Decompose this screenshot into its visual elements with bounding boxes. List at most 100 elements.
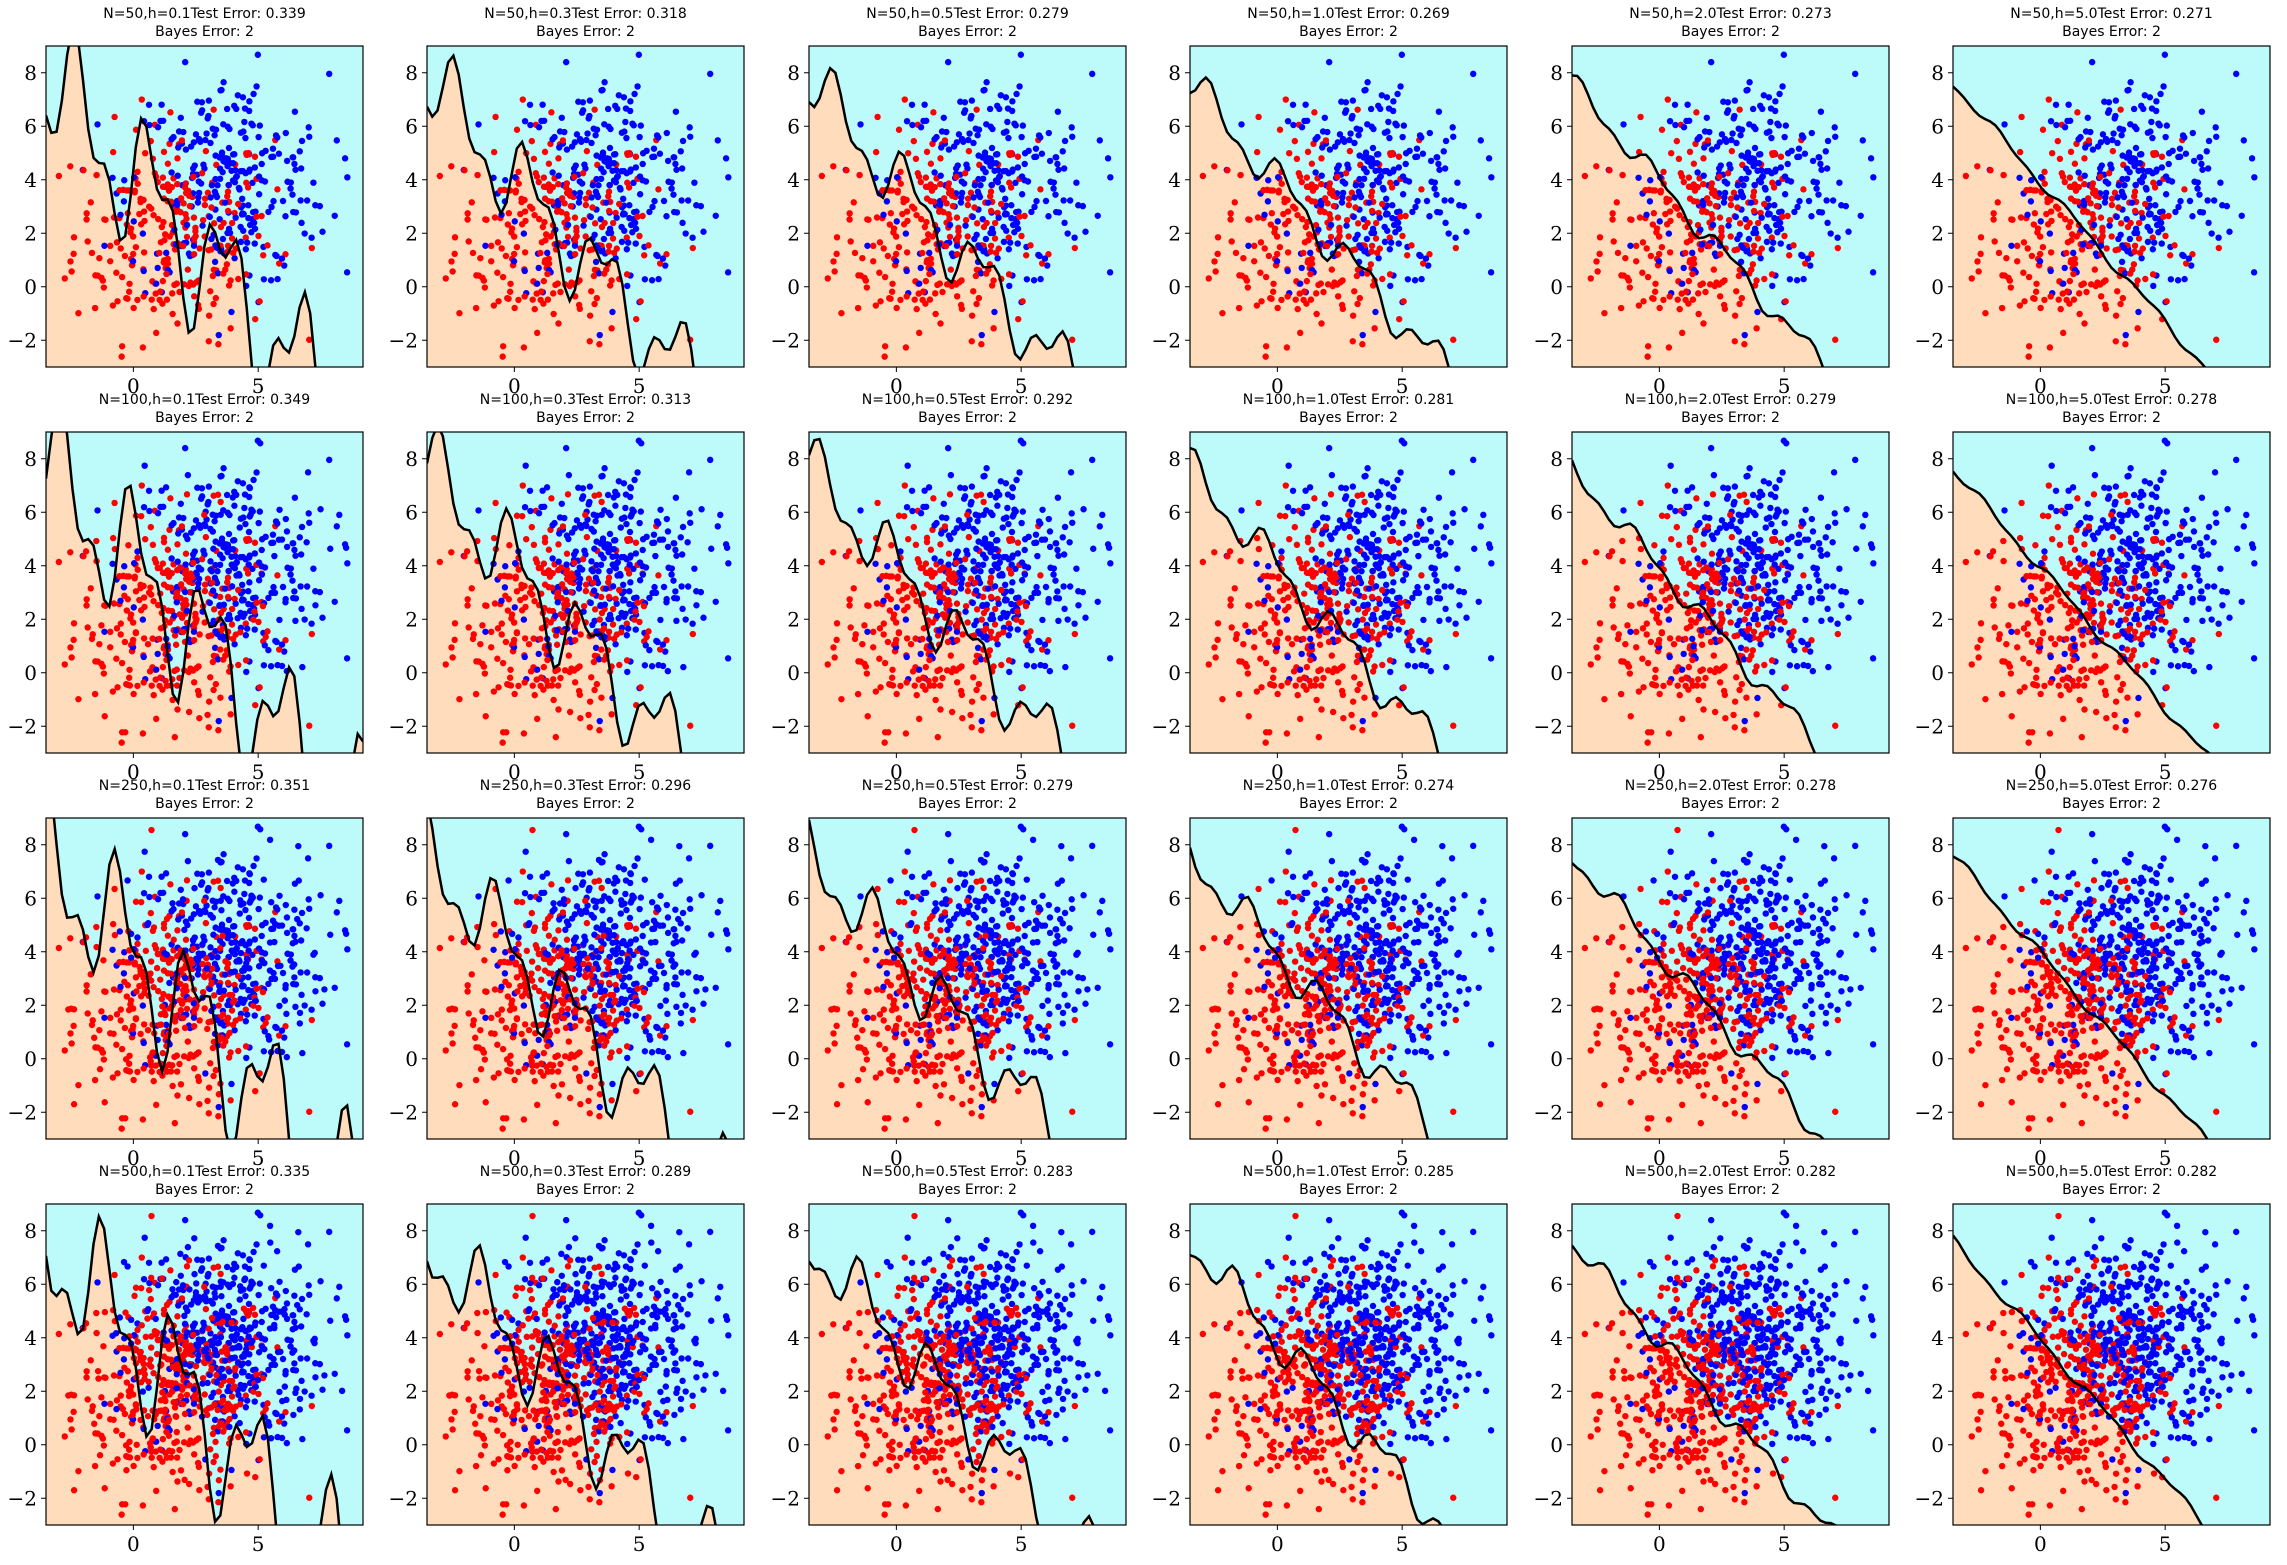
point-class0 [182, 570, 188, 576]
point-class0 [931, 198, 937, 204]
point-class0 [465, 238, 471, 244]
point-class1 [638, 508, 644, 514]
point-class1 [628, 485, 634, 491]
point-class0 [126, 281, 132, 287]
point-class1 [1761, 92, 1767, 98]
point-class1 [624, 669, 630, 675]
point-class1 [1813, 185, 1819, 191]
point-class1 [2127, 236, 2133, 242]
point-class1 [168, 555, 174, 561]
point-class0 [587, 724, 593, 730]
point-class0 [922, 686, 928, 692]
point-class0 [90, 631, 96, 637]
point-class1 [1377, 106, 1383, 112]
point-class1 [585, 501, 591, 507]
point-class1 [117, 598, 123, 604]
point-class0 [855, 305, 861, 311]
point-class0 [67, 644, 73, 650]
point-class1 [556, 172, 562, 178]
point-class0 [897, 297, 903, 303]
point-class1 [664, 130, 670, 136]
point-class1 [2164, 122, 2170, 128]
point-class0 [163, 271, 169, 277]
point-class1 [1322, 115, 1328, 121]
y-tick-label: 4 [24, 168, 37, 192]
point-class1 [1709, 146, 1715, 152]
point-class0 [954, 251, 960, 257]
point-class0 [474, 172, 480, 178]
point-class0 [96, 255, 102, 261]
point-class0 [1639, 270, 1645, 276]
point-class1 [608, 160, 614, 166]
point-class1 [616, 478, 622, 484]
y-tick-label: −2 [1152, 328, 1181, 352]
point-class0 [220, 656, 226, 662]
point-class0 [1354, 106, 1360, 112]
point-class1 [207, 558, 213, 564]
point-class1 [175, 558, 181, 564]
point-class0 [1006, 150, 1012, 156]
point-class0 [2097, 174, 2103, 180]
point-class1 [1700, 202, 1706, 208]
point-class1 [534, 666, 540, 672]
point-class0 [75, 696, 81, 702]
point-class0 [1704, 195, 1710, 201]
point-class0 [904, 249, 910, 255]
point-class0 [1987, 167, 1993, 173]
point-class1 [1379, 92, 1385, 98]
point-class1 [1740, 194, 1746, 200]
point-class0 [576, 688, 582, 694]
point-class1 [197, 138, 203, 144]
point-class0 [1350, 312, 1356, 318]
point-class0 [1262, 245, 1268, 251]
point-class0 [483, 217, 489, 223]
point-class1 [1724, 180, 1730, 186]
point-class1 [691, 179, 697, 185]
y-tick-label: 6 [1931, 114, 1944, 138]
point-class0 [597, 616, 603, 622]
point-class1 [973, 232, 979, 238]
point-class0 [2047, 293, 2053, 299]
point-class0 [881, 739, 887, 745]
point-class0 [2027, 187, 2033, 193]
point-class0 [147, 584, 153, 590]
point-class0 [663, 753, 669, 759]
point-class1 [2065, 101, 2071, 107]
point-class0 [160, 664, 166, 670]
point-class1 [502, 177, 508, 183]
point-class0 [88, 585, 94, 591]
point-class1 [211, 132, 217, 138]
point-class1 [2024, 212, 2030, 218]
point-class1 [1024, 276, 1030, 282]
point-class1 [241, 119, 247, 125]
point-class0 [633, 316, 639, 322]
point-class1 [2104, 138, 2110, 144]
point-class0 [1027, 628, 1033, 634]
point-class0 [1019, 684, 1025, 690]
point-class0 [202, 195, 208, 201]
point-class1 [131, 604, 137, 610]
point-class0 [203, 148, 209, 154]
point-class0 [201, 512, 207, 518]
point-class1 [527, 488, 533, 494]
point-class0 [538, 674, 544, 680]
point-class1 [625, 625, 631, 631]
point-class1 [282, 596, 288, 602]
point-class0 [520, 96, 526, 102]
point-class0 [1015, 316, 1021, 322]
point-class0 [1694, 198, 1700, 204]
point-class1 [174, 599, 180, 605]
point-class1 [1454, 179, 1460, 185]
point-class0 [1350, 338, 1356, 344]
point-class1 [1385, 119, 1391, 125]
point-class1 [1783, 122, 1789, 128]
point-class1 [1341, 138, 1347, 144]
point-class1 [2038, 174, 2044, 180]
point-class0 [965, 195, 971, 201]
point-class0 [252, 316, 258, 322]
point-class1 [549, 522, 555, 528]
panel-title: N=100,h=0.5Test Error: 0.292 [862, 392, 1073, 408]
y-tick-label: 0 [405, 661, 418, 685]
point-class1 [232, 214, 238, 220]
